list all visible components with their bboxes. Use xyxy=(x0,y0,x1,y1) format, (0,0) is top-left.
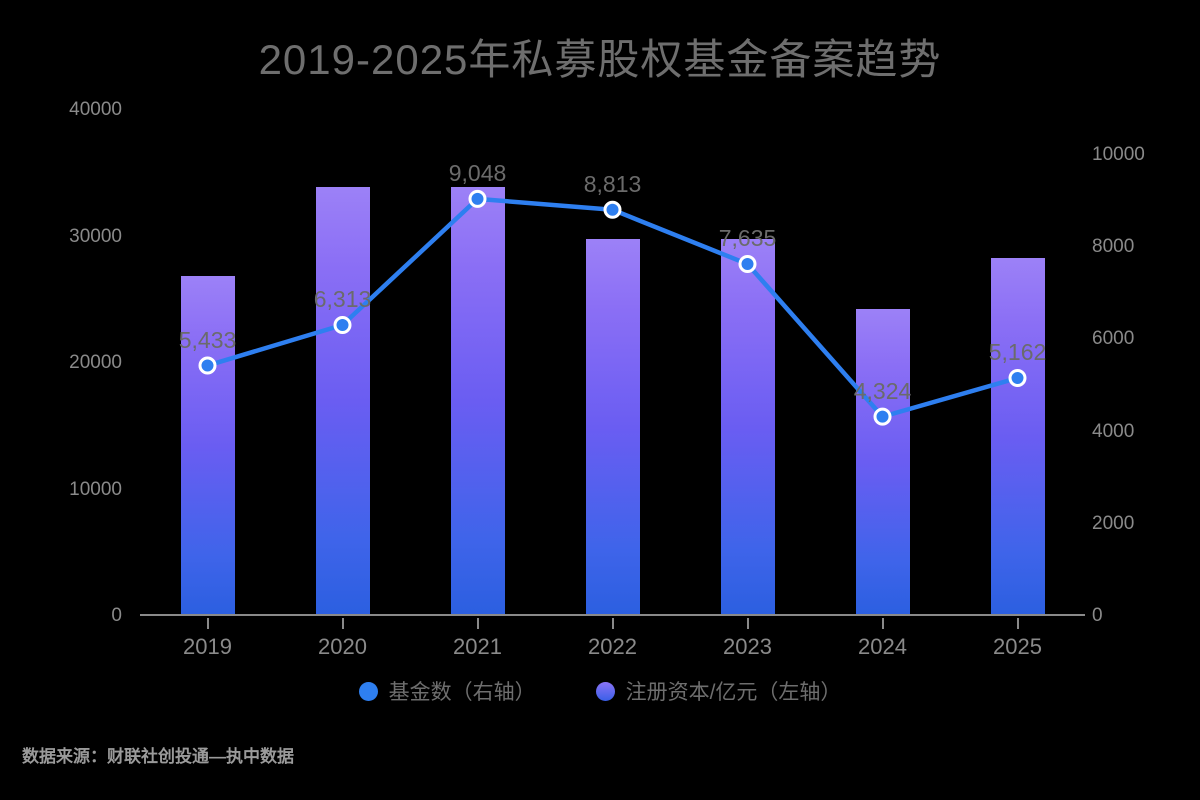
data-label-2020: 6,313 xyxy=(313,285,372,312)
source-note: 数据来源：财联社创投通—执中数据 xyxy=(22,747,294,766)
y-axis-right: 0 2000 4000 6000 8000 10000 xyxy=(1092,110,1192,626)
bar-2021 xyxy=(450,187,505,616)
x-axis-tick xyxy=(611,618,614,629)
x-axis-tick xyxy=(476,618,479,629)
y-axis-right-tick: 4000 xyxy=(1092,420,1135,442)
data-label-2023: 7,635 xyxy=(718,225,777,252)
y-axis-left-tick: 20000 xyxy=(69,352,122,373)
y-axis-right-tick: 6000 xyxy=(1092,328,1135,350)
legend-label: 注册资本/亿元（左轴） xyxy=(625,681,842,704)
x-axis-label-2021: 2021 xyxy=(453,634,502,659)
y-axis-right-tick: 8000 xyxy=(1092,236,1135,258)
bar-2022 xyxy=(585,239,640,616)
x-axis-tick xyxy=(746,618,749,629)
x-axis-label-2025: 2025 xyxy=(993,634,1042,659)
data-label-2019: 5,433 xyxy=(178,326,237,353)
data-label-2022: 8,813 xyxy=(583,170,642,197)
x-axis: 2019 2020 2021 2022 2023 2024 2025 xyxy=(140,618,1085,668)
y-axis-left-tick: 0 xyxy=(111,605,122,626)
x-axis-tick xyxy=(1016,618,1019,629)
bar-2023 xyxy=(720,239,775,616)
y-axis-left-tick: 40000 xyxy=(69,99,122,120)
data-label-2024: 4,324 xyxy=(853,377,912,404)
legend: 基金数（右轴） 注册资本/亿元（左轴） xyxy=(0,676,1200,706)
y-axis-right-tick: 10000 xyxy=(1092,144,1145,165)
x-axis-baseline xyxy=(140,614,1085,616)
y-axis-left: 0 10000 20000 30000 40000 xyxy=(38,99,122,626)
x-axis-tick xyxy=(341,618,344,629)
x-axis-label-2019: 2019 xyxy=(183,634,232,659)
x-axis-label-2022: 2022 xyxy=(588,634,637,659)
legend-label: 基金数（右轴） xyxy=(388,681,536,704)
legend-item-registered-capital[interactable]: 注册资本/亿元（左轴） xyxy=(595,676,842,706)
x-axis-label-2020: 2020 xyxy=(318,634,367,659)
bar-2020 xyxy=(315,187,370,616)
circle-marker-icon xyxy=(358,681,378,701)
legend-item-fund-count[interactable]: 基金数（右轴） xyxy=(358,676,536,706)
bar-2024 xyxy=(855,308,910,616)
bar-2025 xyxy=(990,258,1045,616)
x-axis-tick xyxy=(881,618,884,629)
y-axis-left-tick: 30000 xyxy=(69,225,122,247)
x-axis-label-2024: 2024 xyxy=(858,634,907,659)
x-axis-label-2023: 2023 xyxy=(723,634,772,659)
y-axis-left-tick: 10000 xyxy=(69,478,122,500)
data-label-2021: 9,048 xyxy=(448,159,507,186)
y-axis-right-tick: 2000 xyxy=(1092,512,1135,534)
page-title: 2019-2025年私募股权基金备案趋势 xyxy=(258,36,942,83)
circle-marker-icon xyxy=(595,681,615,701)
data-label-2025: 5,162 xyxy=(988,339,1047,366)
x-axis-tick xyxy=(206,618,209,629)
y-axis-right-tick: 0 xyxy=(1092,605,1103,626)
